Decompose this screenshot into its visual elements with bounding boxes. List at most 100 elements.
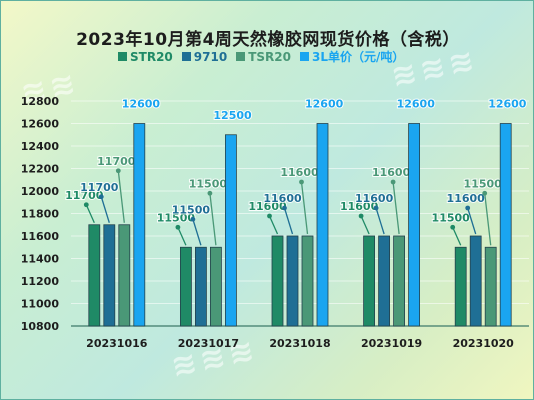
callout-line — [392, 181, 400, 235]
bar — [88, 224, 101, 327]
y-tick-label: 12600 — [21, 118, 60, 131]
callout-line — [300, 181, 309, 235]
chart-legend: STR20 9710 TSR20 3L单价（元/吨） — [118, 48, 404, 65]
callout-line — [375, 207, 385, 235]
data-label: 12600 — [488, 98, 527, 111]
data-label: 12600 — [305, 98, 344, 111]
data-label: 11500 — [172, 203, 211, 216]
callout-dot — [83, 202, 89, 208]
callout-dot — [390, 179, 396, 185]
data-label: 11500 — [432, 211, 471, 224]
legend-label: TSR20 — [248, 49, 291, 64]
bar — [408, 123, 421, 327]
bar — [224, 134, 237, 327]
data-label: 11600 — [372, 166, 411, 179]
callout-dot — [207, 190, 213, 196]
legend-swatch — [299, 52, 309, 61]
bar — [469, 235, 482, 327]
callout-line — [192, 219, 202, 246]
callout-line — [268, 215, 279, 235]
data-label: 11500 — [464, 177, 503, 190]
callout-dot — [482, 190, 488, 196]
legend-item: 3L单价（元/吨） — [299, 48, 404, 65]
bar — [286, 235, 299, 327]
bar — [363, 235, 376, 327]
data-label: 11700 — [97, 155, 136, 168]
data-label: 11600 — [263, 192, 302, 205]
y-tick-label: 10800 — [21, 320, 60, 333]
data-label: 12500 — [213, 109, 252, 122]
y-tick-label: 12800 — [21, 95, 60, 108]
x-tick-label: 20231017 — [178, 337, 239, 350]
callout-line — [360, 215, 370, 235]
callout-dot — [98, 194, 104, 200]
callout-line — [117, 170, 125, 223]
legend-swatch — [118, 52, 127, 61]
bar — [133, 123, 146, 327]
callout-dot — [373, 205, 379, 211]
data-label: 11600 — [280, 166, 319, 179]
y-tick-label: 12400 — [21, 140, 60, 153]
bar — [301, 235, 314, 327]
x-tick-label: 20231018 — [269, 337, 330, 350]
bar — [271, 235, 284, 327]
data-label: 11700 — [80, 181, 119, 194]
callout-dot — [190, 216, 196, 222]
y-tick-label: 12000 — [21, 185, 60, 198]
callout-line — [100, 196, 110, 223]
chart-title: 2023年10月第4周天然橡胶网现货价格（含税） — [76, 30, 460, 50]
callout-dot — [465, 205, 471, 211]
data-label: 11600 — [447, 192, 486, 205]
callout-line — [85, 204, 95, 224]
data-label: 12600 — [397, 98, 436, 111]
y-tick-label: 11800 — [21, 208, 60, 221]
y-tick-label: 11000 — [21, 298, 60, 311]
x-tick-label: 20231019 — [361, 337, 422, 350]
y-tick-label: 11400 — [21, 253, 60, 266]
callout-line — [467, 207, 477, 235]
data-label: 11500 — [157, 211, 196, 224]
callout-dot — [175, 224, 181, 230]
callout-dot — [267, 213, 272, 219]
x-tick-label: 20231020 — [453, 337, 515, 350]
bar — [454, 246, 467, 327]
data-label: 11600 — [248, 200, 287, 213]
bar — [316, 123, 329, 327]
legend-label: STR20 — [130, 49, 173, 64]
callout-line — [283, 207, 294, 235]
data-label: 11700 — [65, 189, 104, 202]
callout-dot — [358, 213, 364, 219]
legend-swatch — [236, 52, 246, 61]
callout-line — [484, 193, 492, 246]
x-tick-label: 20231016 — [86, 337, 148, 350]
bar — [378, 235, 391, 327]
legend-item: 9710 — [181, 49, 228, 64]
legend-item: STR20 — [118, 50, 173, 64]
data-label: 11600 — [355, 192, 394, 205]
callout-line — [209, 193, 217, 246]
legend-item: TSR20 — [236, 50, 291, 64]
bar — [484, 246, 497, 327]
bar — [499, 123, 512, 327]
callout-dot — [282, 205, 287, 211]
callout-dot — [115, 168, 121, 174]
bar — [103, 224, 116, 327]
y-tick-label: 11200 — [21, 275, 60, 288]
legend-swatch — [181, 52, 191, 61]
callout-line — [452, 226, 462, 246]
bar — [118, 224, 131, 327]
callout-dot — [299, 179, 304, 185]
bar — [194, 246, 207, 327]
data-label: 11500 — [189, 177, 228, 190]
legend-label: 9710 — [193, 49, 228, 64]
callout-line — [177, 226, 187, 246]
bar — [179, 246, 192, 327]
bar — [209, 246, 222, 327]
data-label: 11600 — [340, 200, 379, 213]
bar — [393, 235, 406, 327]
data-label: 12600 — [122, 98, 161, 111]
y-tick-label: 11600 — [21, 230, 60, 243]
y-tick-label: 12200 — [21, 163, 60, 176]
